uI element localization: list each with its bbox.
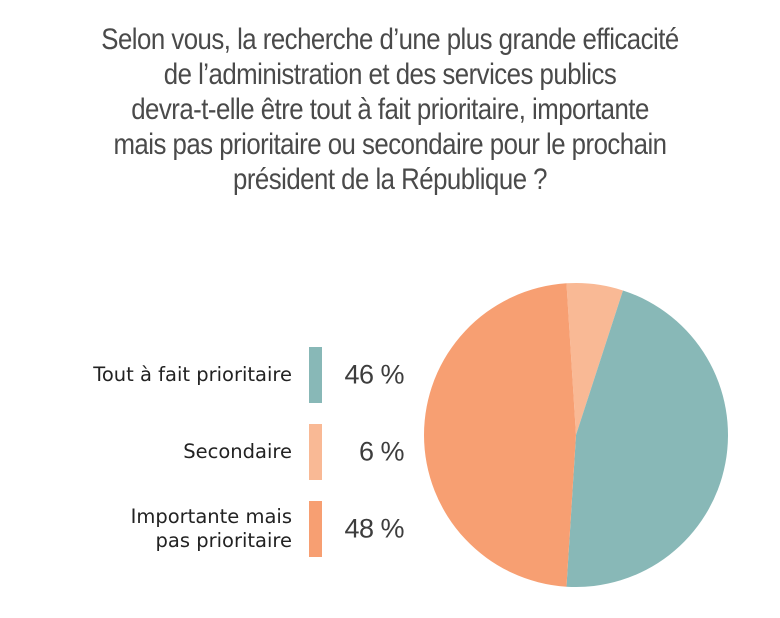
legend-value: 46 % xyxy=(344,359,404,390)
legend-item-importante-mais-pas-prioritaire: Importante mais pas prioritaire 48 % xyxy=(0,501,420,557)
legend-swatch xyxy=(309,501,322,557)
legend-value: 48 % xyxy=(344,513,404,544)
legend-label: Secondaire xyxy=(183,440,292,463)
legend-swatch xyxy=(309,424,322,480)
legend-value: 6 % xyxy=(358,436,405,467)
pie-slice-secondaire xyxy=(566,283,623,435)
title-line: Selon vous, la recherche d’une plus gran… xyxy=(101,23,679,56)
title-line: devra-t-elle être tout à fait prioritair… xyxy=(131,93,649,126)
chart-title: Selon vous, la recherche d’une plus gran… xyxy=(72,22,708,197)
legend-label: Tout à fait prioritaire xyxy=(93,363,292,386)
pie-slice-importante-mais-pas-prioritaire xyxy=(424,283,576,587)
title-line: mais pas prioritaire ou secondaire pour … xyxy=(113,128,667,161)
title-line: président de la République ? xyxy=(232,163,548,196)
legend-swatch xyxy=(309,347,322,403)
title-line: de l’administration et des services publ… xyxy=(163,58,617,91)
legend-item-secondaire: Secondaire 6 % xyxy=(0,424,420,480)
legend-item-tout-a-fait-prioritaire: Tout à fait prioritaire 46 % xyxy=(0,347,420,403)
legend-label: Importante mais pas prioritaire xyxy=(130,505,292,552)
pie-slice-tout-a-fait-prioritaire xyxy=(566,290,728,587)
